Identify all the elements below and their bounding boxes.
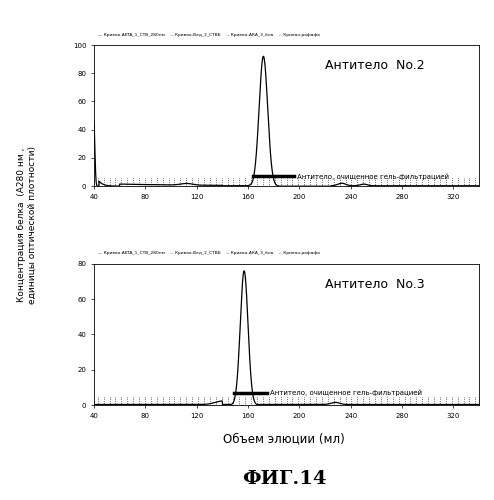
Text: Объем элюции (мл): Объем элюции (мл) (223, 432, 345, 446)
Text: Концентрация белка  (А280 нм ,
единицы оптической плотности): Концентрация белка (А280 нм , единицы оп… (17, 146, 37, 304)
Text: ФИГ.14: ФИГ.14 (242, 470, 327, 488)
Text: Антитело, очищенное гель-фильтрацией: Антитело, очищенное гель-фильтрацией (270, 390, 422, 396)
Text: Антитело  No.2: Антитело No.2 (325, 59, 425, 72)
Text: Антитело, очищенное гель-фильтрацией: Антитело, очищенное гель-фильтрацией (297, 173, 449, 180)
Text: Антитело  No.3: Антитело No.3 (325, 278, 425, 291)
Text: — Кривая-AKTA_1_СТВ_280нм    -- Кривая-Вед_2_СТВБ    -- Кривая-АКА_3_бла    -- К: — Кривая-AKTA_1_СТВ_280нм -- Кривая-Вед_… (98, 32, 320, 36)
Text: — Кривая-AKTA_1_СТВ_280нм    -- Кривая-Вед_2_СТВБ    -- Кривая-АКА_3_бла    -- К: — Кривая-AKTA_1_СТВ_280нм -- Кривая-Вед_… (98, 252, 320, 256)
